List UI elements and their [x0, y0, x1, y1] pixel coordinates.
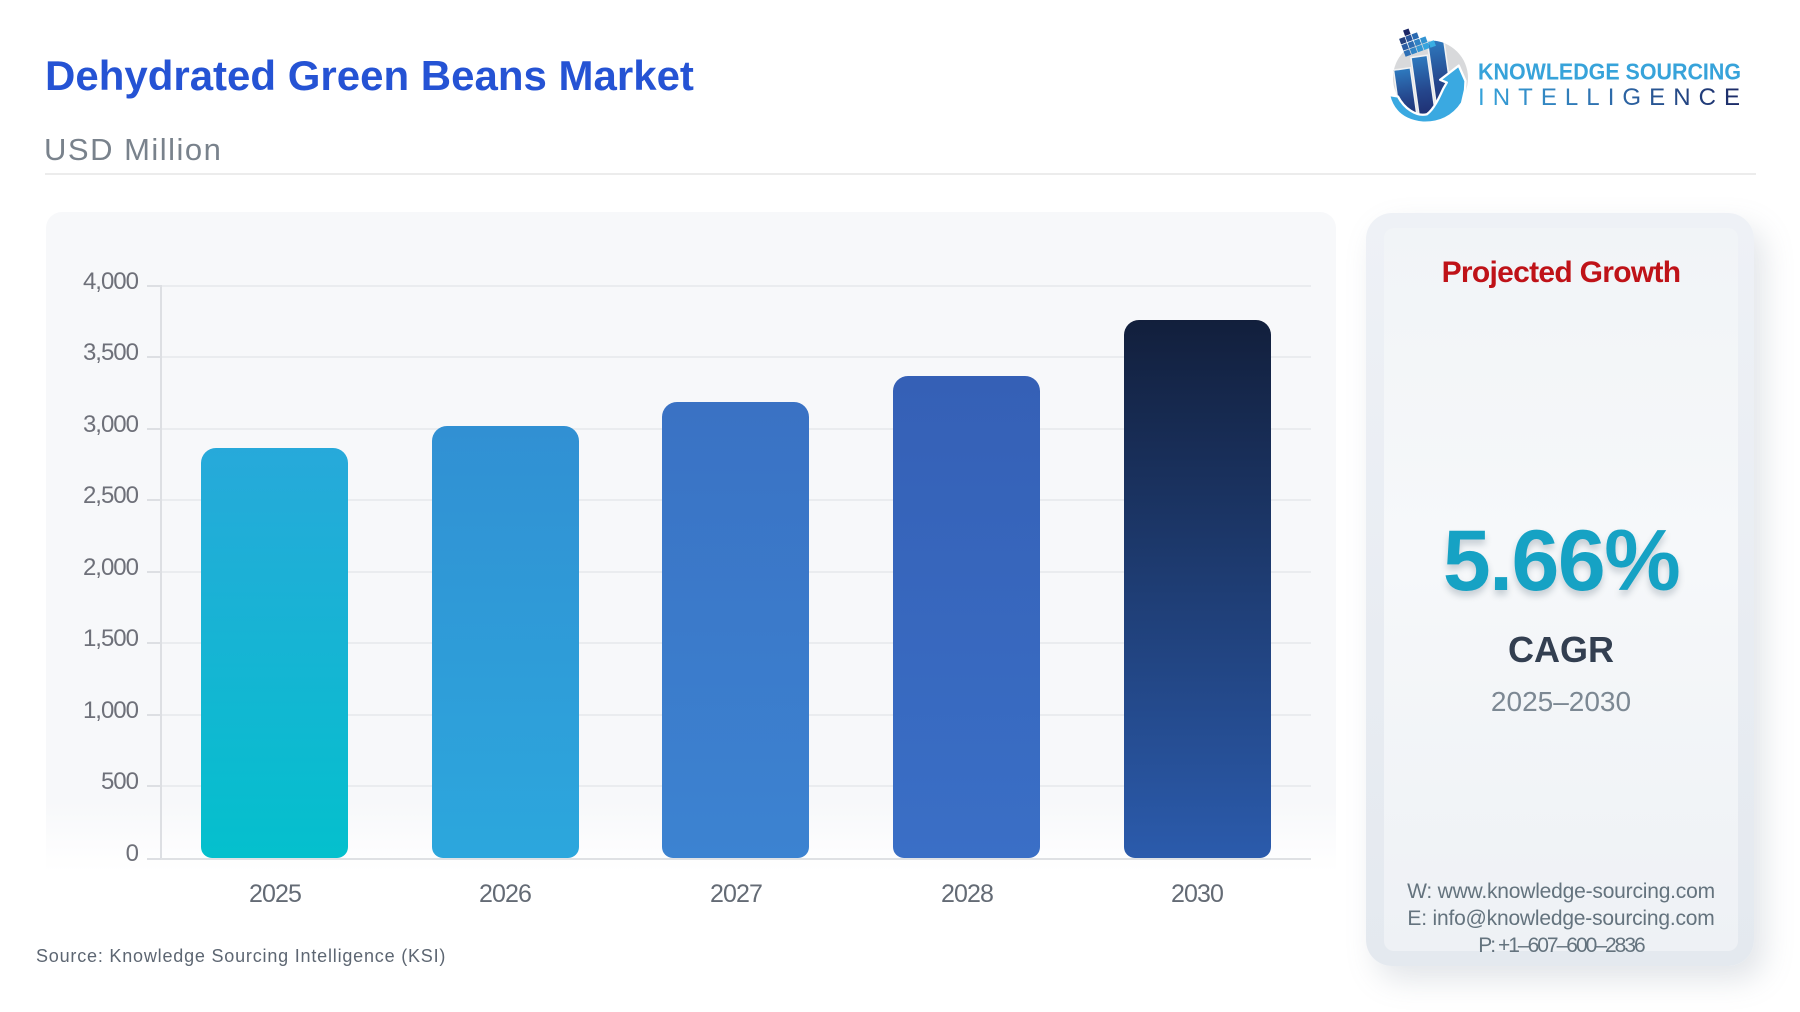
- svg-text:INTELLIGENCE: INTELLIGENCE: [1478, 84, 1740, 111]
- svg-text:KNOWLEDGE SOURCING: KNOWLEDGE SOURCING: [1478, 59, 1741, 85]
